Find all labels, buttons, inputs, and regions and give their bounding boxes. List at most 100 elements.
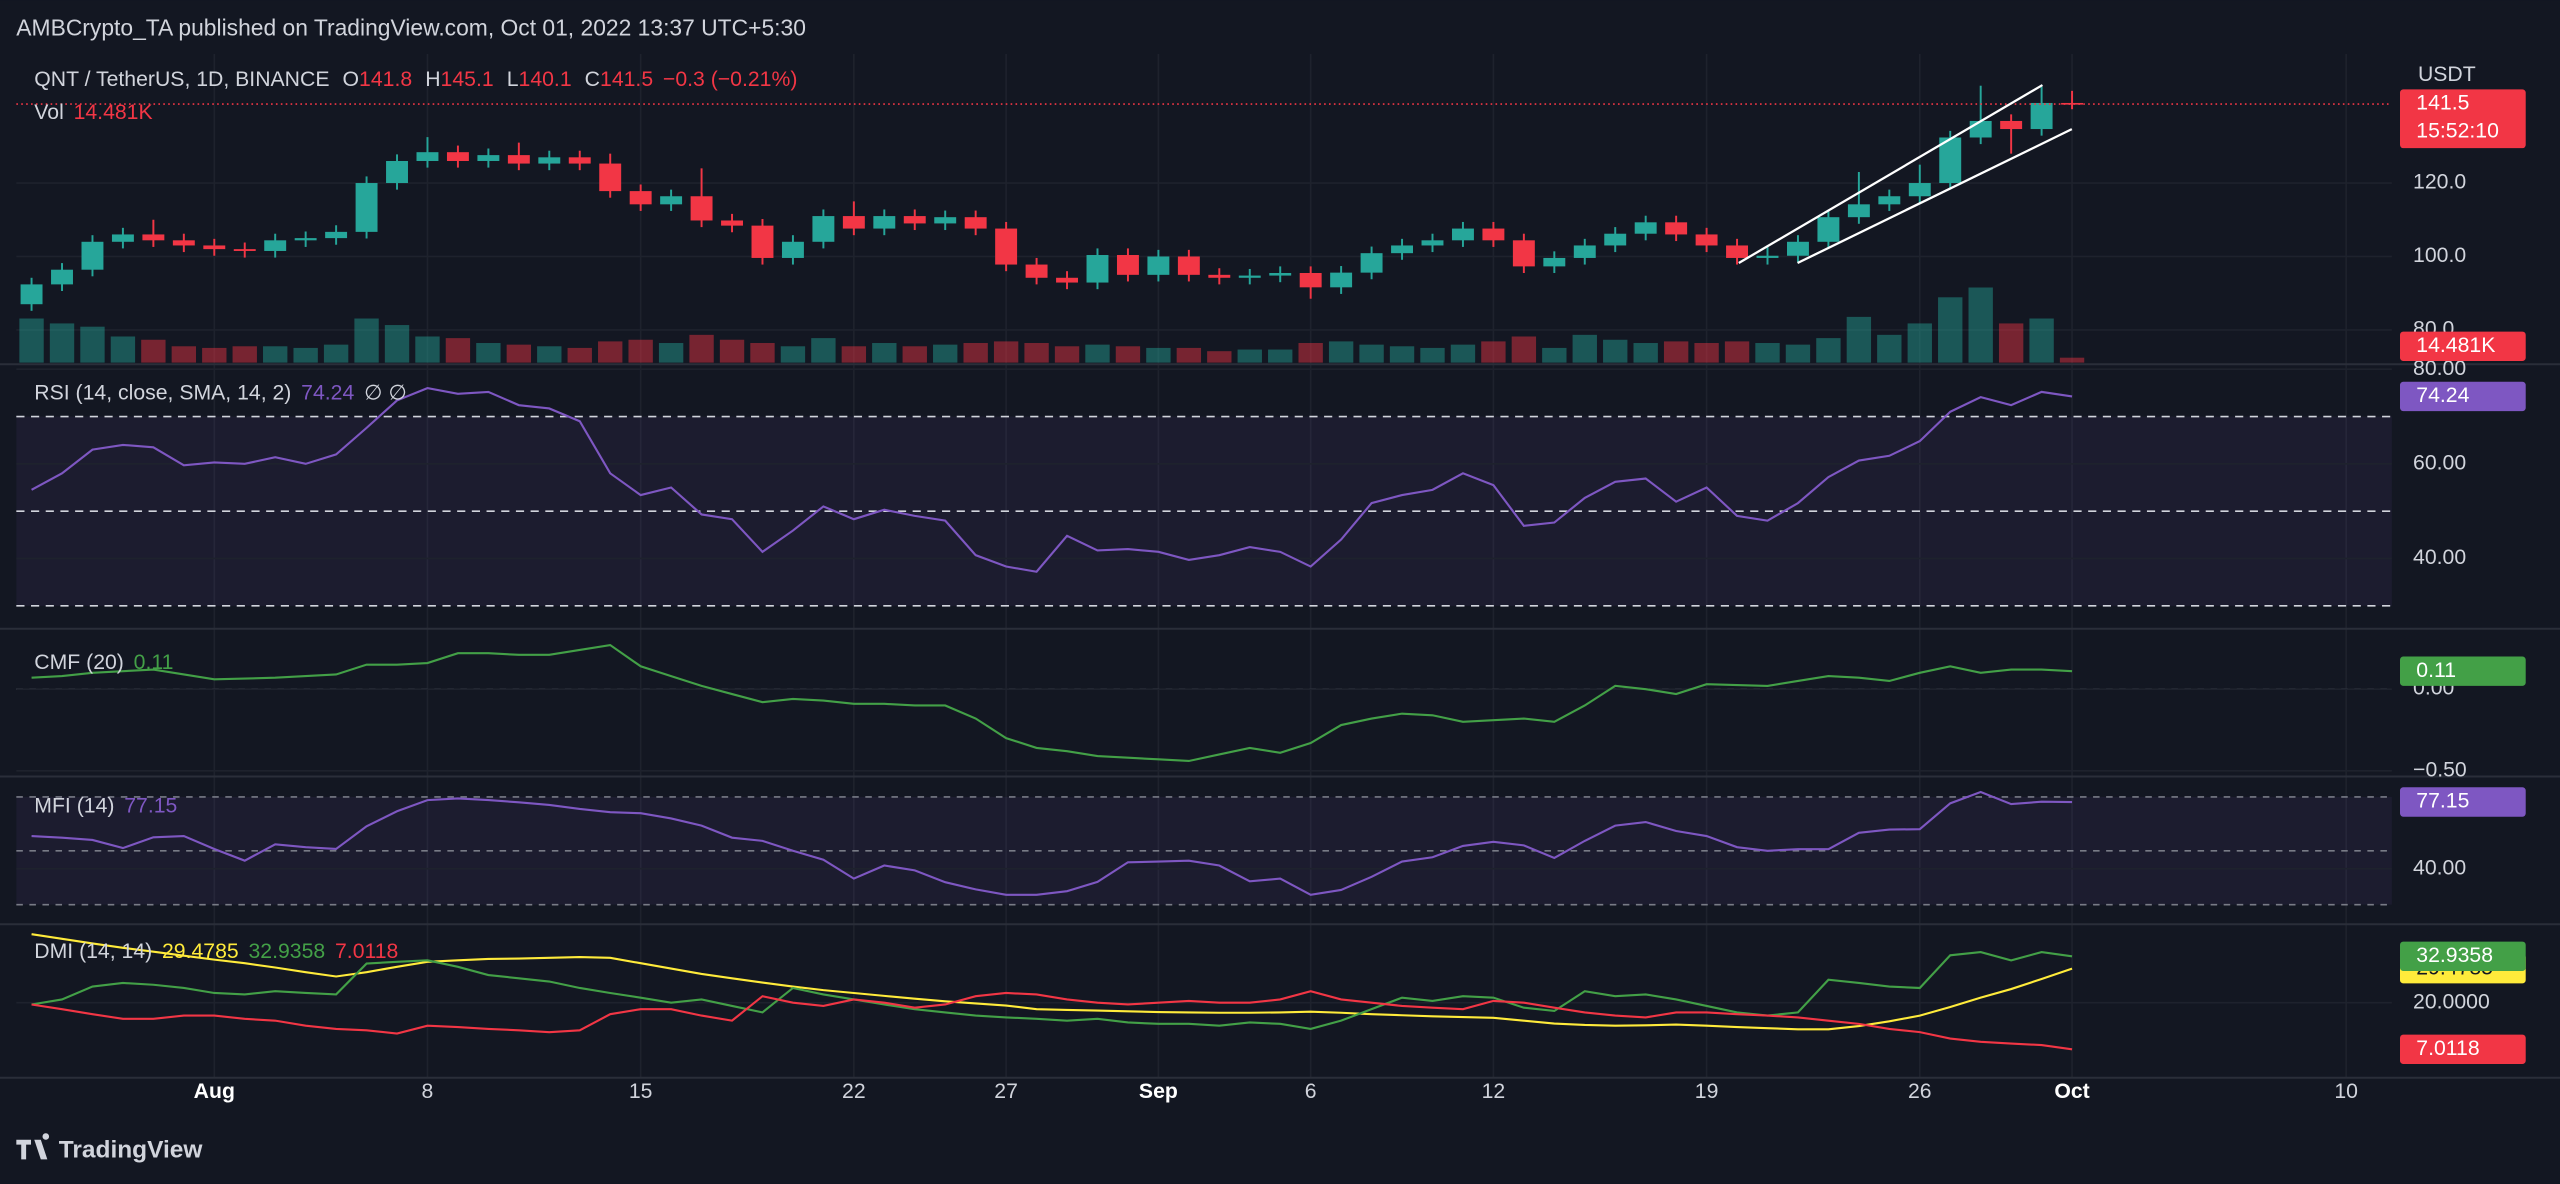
candle-body — [1847, 204, 1870, 218]
y-tick-label: 120.0 — [2413, 171, 2466, 194]
volume-bar — [750, 343, 775, 363]
candle-body — [386, 160, 408, 184]
volume-bar — [1298, 343, 1323, 363]
volume-bar — [1237, 349, 1262, 363]
candle-body — [233, 249, 256, 251]
logo — [16, 1133, 50, 1160]
chart-layer: Aug 8 15 22 27 Sep 6 12 19 26 Oct 1080.0100.0120.08… — [0, 54, 2560, 1103]
candle-body — [934, 217, 957, 224]
volume-bar — [537, 346, 562, 363]
volume-bar — [1085, 344, 1110, 363]
volume-bar — [1054, 346, 1080, 363]
x-tick-label: 27 — [994, 1080, 1018, 1103]
value-tag-label: 74.24 — [2416, 384, 2469, 407]
volume-bar — [1816, 338, 1841, 363]
candle-body — [538, 157, 561, 164]
candle-body — [812, 216, 835, 242]
volume-bar — [1389, 346, 1415, 363]
y-tick-label: 40.00 — [2413, 546, 2466, 569]
x-tick-label: 10 — [2334, 1080, 2358, 1103]
value-tag — [2400, 787, 2526, 817]
volume-bar — [1663, 341, 1689, 363]
volume-bar — [110, 336, 136, 363]
series-line — [31, 990, 2073, 1051]
candle-body — [111, 234, 134, 242]
price-tag-label: 141.5 — [2416, 92, 2469, 115]
volume-bar — [1207, 351, 1232, 363]
candle-body — [1512, 240, 1535, 267]
y-tick-label: 40.00 — [2413, 856, 2466, 879]
series-line — [31, 387, 2073, 573]
candle-body — [81, 241, 104, 270]
y-tick-label: 80.00 — [2413, 357, 2466, 380]
volume-bar — [1846, 316, 1872, 363]
legend: CMF (20) 0.11 — [34, 651, 173, 674]
candle-body — [1482, 228, 1505, 241]
volume-bar — [567, 347, 592, 363]
x-tick-label: 22 — [842, 1080, 866, 1103]
candle-body — [721, 220, 743, 226]
value-tag-label: 7.0118 — [2416, 1037, 2479, 1060]
candle-body — [1238, 275, 1261, 278]
legend-item: ∅ ∅ — [364, 381, 407, 404]
candle-body — [1269, 273, 1292, 276]
candle-body — [1726, 245, 1749, 258]
candle-body — [1543, 257, 1566, 267]
candle-body — [20, 284, 43, 305]
volume-bar — [902, 346, 927, 363]
value-tag — [2400, 656, 2526, 686]
volume-bar — [1024, 343, 1049, 363]
candle-body — [264, 240, 287, 251]
candle-body — [1908, 183, 1931, 197]
legend-item: C — [585, 68, 600, 91]
volume-bar — [1907, 323, 1932, 363]
volume-bar — [1572, 334, 1597, 363]
volume-bar — [1268, 349, 1293, 363]
candle-body — [1147, 256, 1170, 275]
series-line — [31, 951, 2073, 1030]
value-tag-label: 14.481K — [2416, 334, 2495, 357]
candle-body — [1177, 256, 1200, 275]
candle-body — [446, 152, 469, 161]
candle-body — [142, 234, 165, 241]
volume-bar — [1542, 347, 1567, 363]
candle-body — [203, 245, 226, 250]
legend-item: H — [425, 68, 440, 91]
y-tick-label: 60.00 — [2413, 451, 2466, 474]
candle-body — [2030, 102, 2053, 130]
volume-bar — [141, 339, 166, 363]
price-tag — [2400, 89, 2526, 149]
volume-bar — [780, 346, 806, 363]
value-tag — [2400, 1034, 2526, 1065]
candle-body — [294, 238, 317, 241]
candle-body — [325, 231, 348, 239]
volume-bar — [719, 339, 745, 363]
candle-body — [1299, 273, 1322, 288]
legend-item: 14.481K — [74, 100, 153, 123]
candle-body — [172, 240, 195, 246]
x-tick-label: 19 — [1695, 1080, 1719, 1103]
candle-body — [568, 157, 591, 164]
x-tick-label: Aug — [194, 1080, 235, 1103]
volume-bar — [1938, 297, 1963, 363]
volume-bar — [354, 318, 379, 363]
volume-bar — [1694, 343, 1719, 363]
legend-item: CMF (20) — [34, 651, 124, 674]
volume-bar — [993, 341, 1019, 363]
volume-bar — [1328, 341, 1354, 363]
candle-body — [629, 191, 652, 205]
legend-item: MFI (14) — [34, 794, 114, 817]
volume-bar — [872, 343, 897, 363]
volume-bar — [263, 346, 288, 363]
candle-body — [1421, 240, 1444, 246]
volume-bar — [1420, 347, 1445, 363]
logo-mark — [16, 1133, 50, 1160]
candle-body — [1086, 255, 1109, 283]
volume-bar — [1511, 336, 1537, 363]
y-tick-label: 100.0 — [2413, 244, 2466, 267]
trend-channel — [1738, 84, 2073, 265]
volume-bar — [1359, 344, 1384, 363]
volume-bar — [2059, 357, 2085, 363]
legend-item: Vol — [34, 100, 64, 123]
